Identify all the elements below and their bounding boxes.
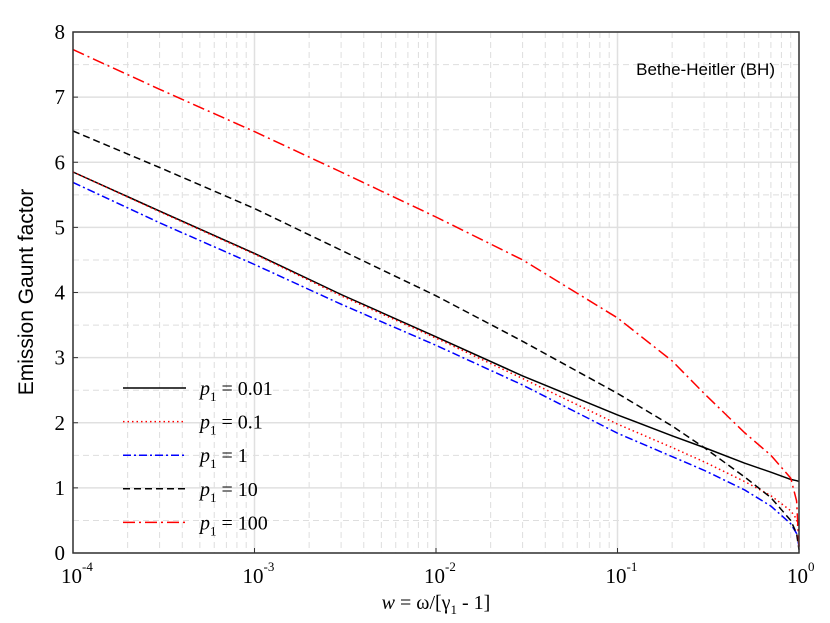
y-tick-label: 2 bbox=[55, 411, 66, 435]
legend-label-0: p1 = 0.01 bbox=[198, 378, 273, 404]
legend: p1 = 0.01 p1 = 0.1 p1 = 1 p1 = 10 p1 = 100 bbox=[123, 378, 273, 538]
legend-label-1: p1 = 0.1 bbox=[198, 412, 263, 438]
x-tick-label: 10-1 bbox=[606, 559, 638, 588]
series-line-0 bbox=[72, 171, 800, 483]
legend-label-2: p1 = 1 bbox=[198, 445, 248, 471]
x-tick-label: 10-4 bbox=[61, 559, 93, 588]
legend-label-4: p1 = 100 bbox=[198, 512, 268, 538]
y-tick-label: 4 bbox=[55, 281, 66, 305]
annotation: Bethe-Heitler (BH) bbox=[636, 60, 775, 79]
y-axis-label: Emission Gaunt factor bbox=[15, 189, 38, 396]
grid bbox=[72, 31, 800, 554]
x-axis-label: w = ω/[γ1 - 1] bbox=[382, 592, 491, 617]
series-lines bbox=[72, 48, 800, 550]
x-tick-label: 10-3 bbox=[243, 559, 275, 588]
y-tick-label: 7 bbox=[55, 85, 66, 109]
y-tick-label: 1 bbox=[55, 476, 66, 500]
y-tick-label: 6 bbox=[55, 150, 66, 174]
x-tick-label: 10-2 bbox=[424, 559, 456, 588]
series-line-4 bbox=[72, 48, 800, 547]
x-tick-labels: 10-4 10-3 10-2 10-1 100 bbox=[61, 548, 815, 588]
series-line-2 bbox=[72, 181, 800, 547]
y-tick-label: 5 bbox=[55, 215, 66, 239]
y-tick-labels: 0 1 2 3 4 5 6 7 8 bbox=[55, 20, 78, 565]
x-tick-label: 100 bbox=[787, 559, 815, 588]
y-tick-label: 0 bbox=[55, 541, 66, 565]
legend-label-3: p1 = 10 bbox=[198, 479, 258, 505]
y-tick-label: 3 bbox=[55, 346, 66, 370]
series-line-3 bbox=[72, 130, 800, 550]
y-tick-label: 8 bbox=[55, 20, 66, 44]
